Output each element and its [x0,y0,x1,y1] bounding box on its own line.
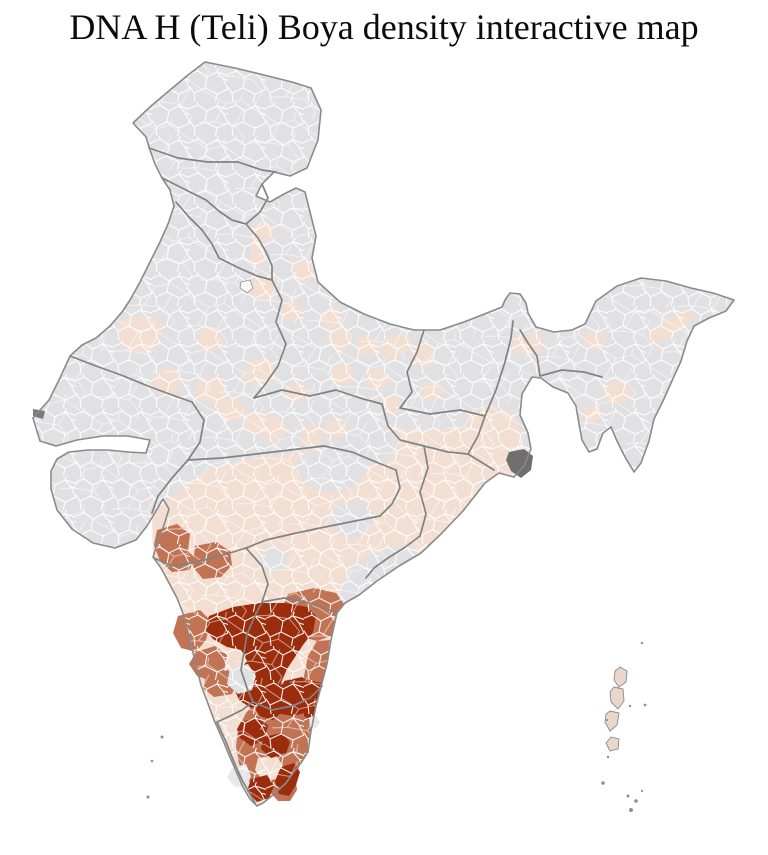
state-border-4 [175,201,220,259]
state-border-21 [153,547,247,567]
state-border-5 [218,257,273,281]
islet-speck-9 [640,789,644,793]
state-border-17 [365,535,421,579]
state-border-18 [187,445,397,471]
state-border-10 [253,389,383,405]
state-border-14 [381,403,469,455]
islet-speck-1 [640,641,644,645]
state-border-22 [240,547,269,703]
state-border-7 [253,279,287,399]
islet-speck-4 [605,718,609,722]
state-border-20 [245,515,381,549]
delhi-district[interactable] [239,279,254,294]
state-border-28 [519,329,541,377]
district-borders-mesh-2 [33,62,734,806]
page-title: DNA H (Teli) Boya density interactive ma… [69,7,699,47]
state-border-6 [245,223,273,281]
south-andaman-island[interactable] [604,710,620,732]
state-border-29 [467,453,495,471]
state-border-15 [467,415,486,455]
state-border-25 [216,721,256,804]
middle-andaman-island[interactable] [609,686,625,710]
little-andaman-island[interactable] [605,736,620,752]
islet-speck-5 [606,755,610,759]
state-border-11 [399,329,425,409]
state-border-24 [252,685,323,711]
state-border-13 [484,320,514,417]
islet-speck-11 [160,735,164,739]
state-border-27 [539,369,603,378]
state-border-8 [69,355,193,403]
state-border-26 [216,701,254,723]
islet-speck-2 [643,703,647,707]
islet-speck-13 [146,795,150,799]
state-border-12 [399,407,486,417]
india-coastline [32,61,735,807]
islet-speck-3 [628,704,632,708]
kutch-creek[interactable] [33,409,45,419]
islet-speck-6 [601,781,605,785]
state-border-1 [148,147,277,173]
sundarbans-delta[interactable] [506,449,533,478]
islet-speck-7 [626,794,630,798]
state-border-2 [161,177,247,225]
islet-speck-12 [150,759,154,763]
north-andaman-island[interactable] [613,666,628,688]
state-border-3 [245,183,269,225]
state-border-16 [419,445,429,537]
islet-speck-10 [629,808,633,812]
state-border-19 [379,469,401,517]
islet-speck-8 [634,799,638,803]
state-border-23 [261,597,338,614]
